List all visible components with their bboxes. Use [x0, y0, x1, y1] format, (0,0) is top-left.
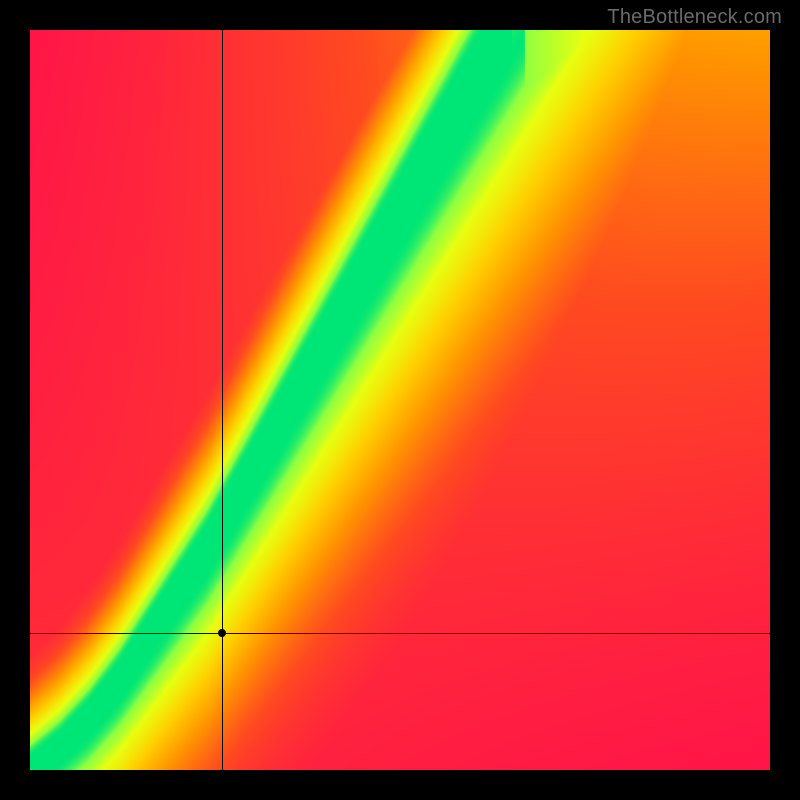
- heatmap-plot: [30, 30, 770, 770]
- chart-container: TheBottleneck.com: [0, 0, 800, 800]
- data-point-marker: [218, 629, 226, 637]
- watermark-text: TheBottleneck.com: [607, 6, 782, 29]
- crosshair-horizontal: [30, 633, 770, 634]
- crosshair-vertical: [222, 30, 223, 770]
- heatmap-canvas: [30, 30, 770, 770]
